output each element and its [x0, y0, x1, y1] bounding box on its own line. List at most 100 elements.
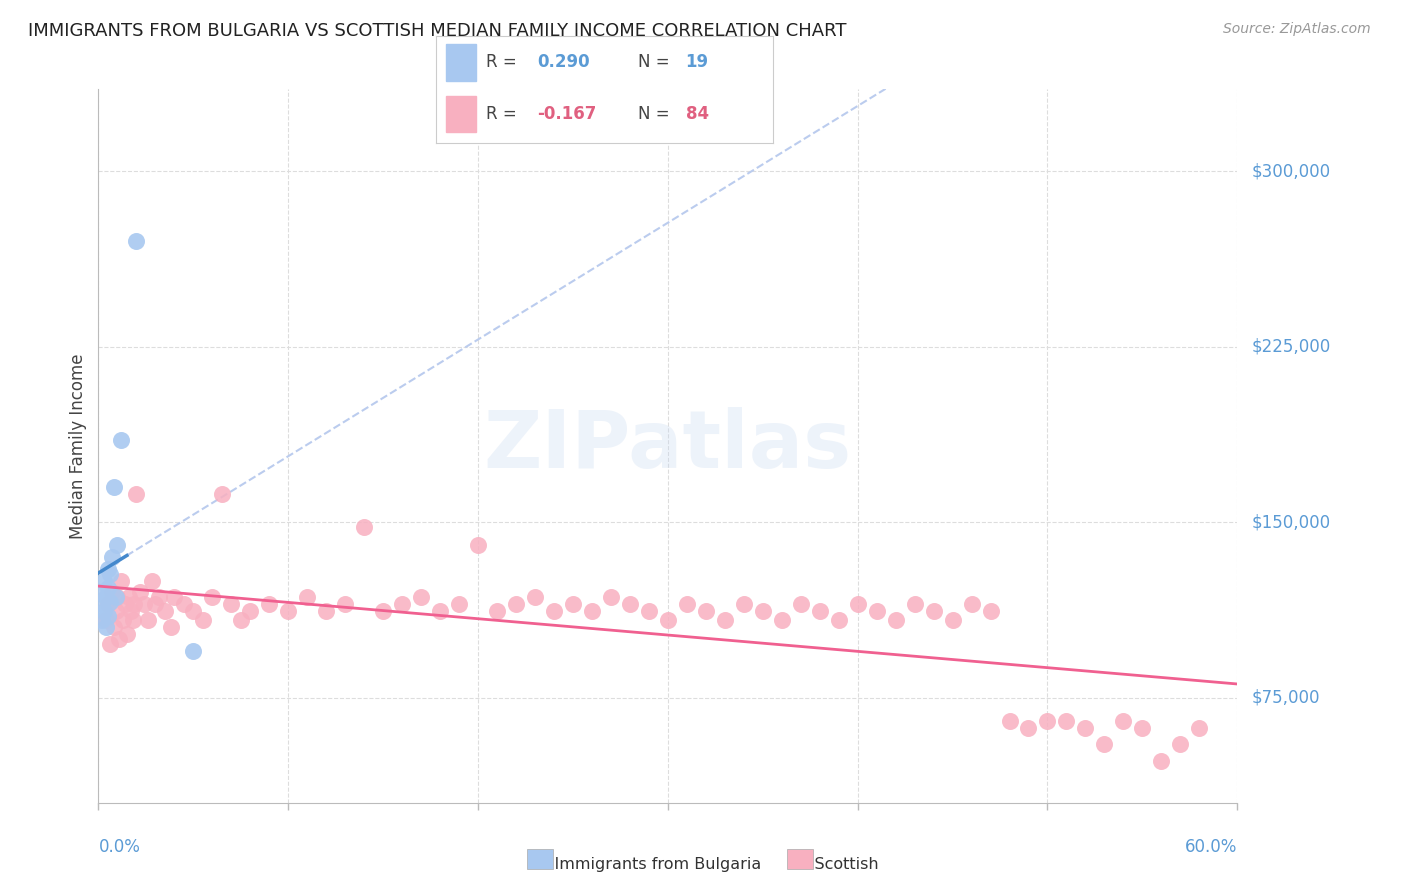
Point	[335, 597, 357, 611]
Point	[141, 574, 163, 588]
Text: IMMIGRANTS FROM BULGARIA VS SCOTTISH MEDIAN FAMILY INCOME CORRELATION CHART: IMMIGRANTS FROM BULGARIA VS SCOTTISH MED…	[28, 22, 846, 40]
Point	[846, 597, 869, 611]
Point	[904, 597, 927, 611]
Point	[467, 538, 489, 552]
Point	[97, 597, 120, 611]
Point	[100, 585, 122, 599]
Point	[104, 590, 127, 604]
Point	[98, 594, 121, 608]
Point	[100, 550, 122, 565]
Point	[922, 604, 945, 618]
Point	[114, 597, 136, 611]
Point	[828, 613, 851, 627]
Point	[159, 620, 181, 634]
Point	[1094, 737, 1116, 751]
Point	[125, 234, 148, 248]
Point	[121, 613, 143, 627]
Point	[1056, 714, 1078, 728]
Point	[942, 613, 965, 627]
Text: Scottish: Scottish	[794, 857, 879, 872]
Point	[118, 590, 141, 604]
Point	[98, 566, 121, 581]
Point	[449, 597, 471, 611]
Text: Immigrants from Bulgaria: Immigrants from Bulgaria	[534, 857, 762, 872]
Point	[619, 597, 641, 611]
Point	[315, 604, 337, 618]
Point	[93, 574, 115, 588]
Point	[770, 613, 793, 627]
Point	[163, 590, 186, 604]
Point	[866, 604, 889, 618]
Point	[524, 590, 547, 604]
Text: N =: N =	[638, 105, 669, 123]
Point	[600, 590, 623, 604]
Point	[153, 604, 176, 618]
Point	[91, 613, 114, 627]
Text: N =: N =	[638, 54, 669, 71]
Point	[486, 604, 509, 618]
Point	[1036, 714, 1059, 728]
Point	[94, 590, 117, 604]
Point	[173, 597, 195, 611]
Point	[562, 597, 585, 611]
Point	[145, 597, 167, 611]
Point	[221, 597, 243, 611]
Text: 84: 84	[686, 105, 709, 123]
Point	[124, 597, 146, 611]
Y-axis label: Median Family Income: Median Family Income	[69, 353, 87, 539]
Point	[676, 597, 699, 611]
Text: $225,000: $225,000	[1251, 337, 1330, 356]
Point	[112, 613, 135, 627]
Text: $150,000: $150,000	[1251, 513, 1330, 531]
Point	[115, 627, 138, 641]
Point	[429, 604, 451, 618]
Point	[1074, 721, 1097, 735]
Point	[91, 597, 114, 611]
Point	[89, 585, 111, 599]
Point	[581, 604, 603, 618]
Text: $75,000: $75,000	[1251, 689, 1320, 706]
Point	[979, 604, 1001, 618]
Point	[790, 597, 813, 611]
Point	[657, 613, 679, 627]
Point	[103, 620, 125, 634]
Point	[277, 604, 299, 618]
Point	[1112, 714, 1135, 728]
Point	[201, 590, 224, 604]
Text: $300,000: $300,000	[1251, 162, 1330, 180]
Text: 0.0%: 0.0%	[98, 838, 141, 856]
Text: R =: R =	[486, 105, 517, 123]
Point	[104, 604, 127, 618]
Point	[960, 597, 983, 611]
Point	[97, 608, 120, 623]
Point	[191, 613, 214, 627]
Point	[505, 597, 527, 611]
Point	[638, 604, 661, 618]
Point	[884, 613, 907, 627]
Point	[695, 604, 717, 618]
Point	[108, 632, 131, 646]
Point	[543, 604, 565, 618]
Point	[1170, 737, 1192, 751]
Point	[733, 597, 755, 611]
Point	[97, 581, 120, 595]
Text: Source: ZipAtlas.com: Source: ZipAtlas.com	[1223, 22, 1371, 37]
Bar	[446, 45, 477, 80]
Point	[239, 604, 262, 618]
Text: -0.167: -0.167	[537, 105, 596, 123]
Text: R =: R =	[486, 54, 517, 71]
Point	[98, 637, 121, 651]
Point	[183, 644, 205, 658]
Point	[110, 574, 132, 588]
Point	[752, 604, 775, 618]
Point	[1132, 721, 1154, 735]
Point	[132, 597, 155, 611]
Point	[353, 519, 375, 533]
Point	[229, 613, 252, 627]
Point	[211, 487, 233, 501]
Point	[107, 590, 129, 604]
Point	[411, 590, 433, 604]
Point	[297, 590, 319, 604]
Point	[808, 604, 831, 618]
Point	[129, 585, 152, 599]
